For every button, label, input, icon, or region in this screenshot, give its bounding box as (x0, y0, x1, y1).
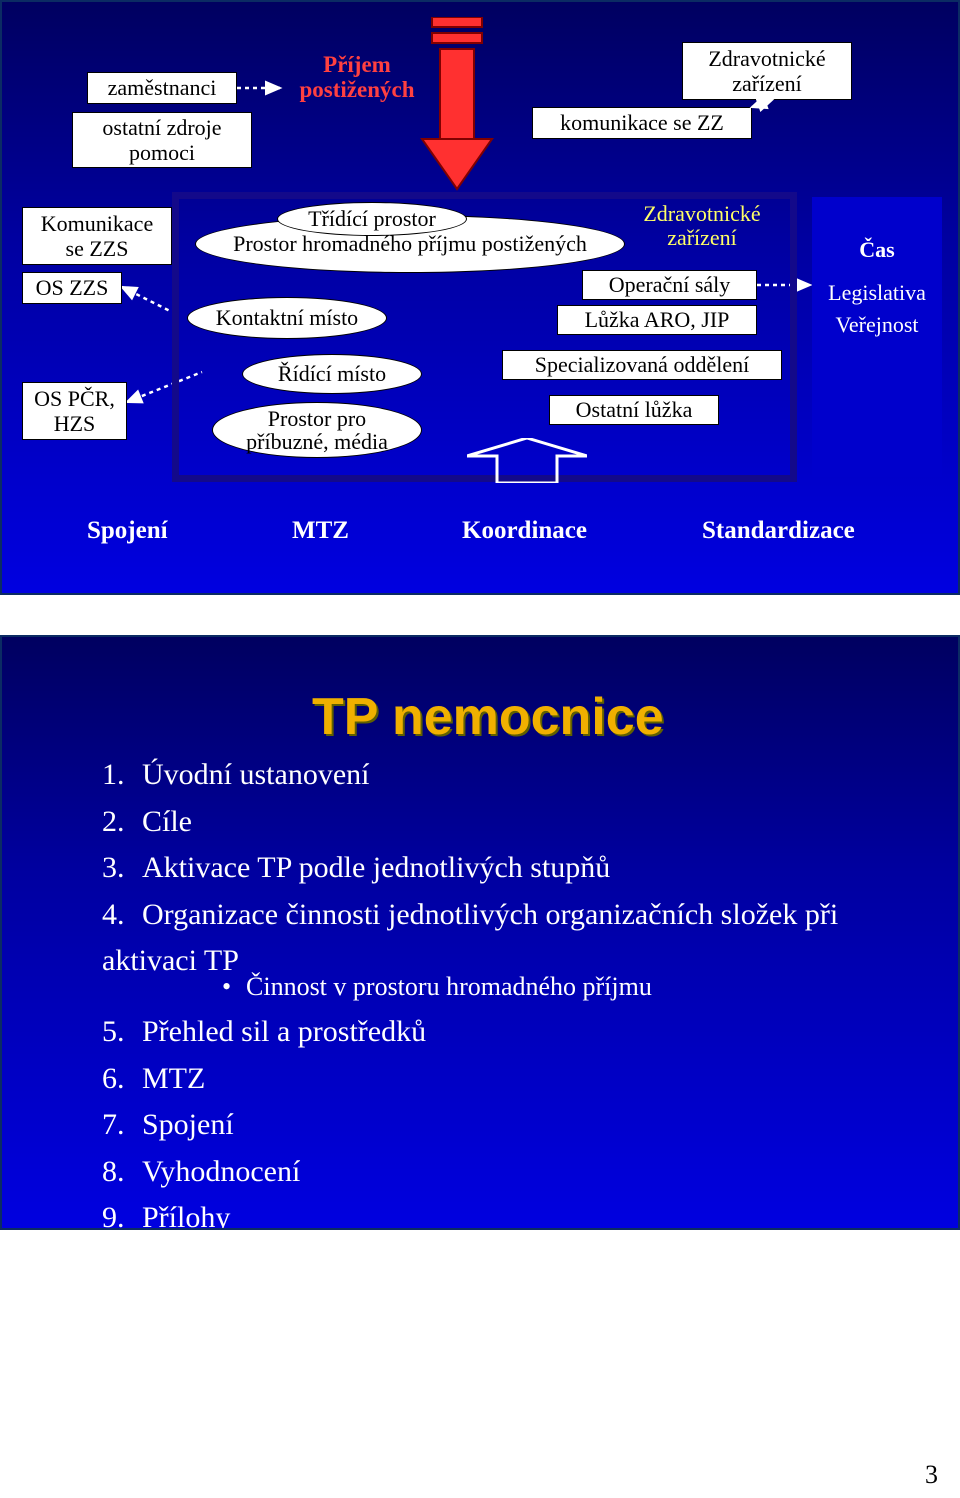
list-item: 7.Spojení (102, 1102, 902, 1149)
arrow-up-icon (467, 438, 587, 483)
ellipse-prostor-pribuzne: Prostor pro příbuzné, média (212, 402, 422, 458)
list-item: 9.Přílohy (102, 1195, 902, 1230)
sub-item-text: Činnost v prostoru hromadného příjmu (246, 972, 652, 1001)
box-os-pcr-hzs: OS PČR, HZS (22, 382, 127, 440)
list-item-text: Cíle (142, 805, 192, 838)
sub-item: •Činnost v prostoru hromadného příjmu (222, 972, 652, 1002)
list-item: 6.MTZ (102, 1056, 902, 1103)
arrow-down-icon (412, 17, 502, 192)
list-item: 2.Cíle (102, 799, 902, 846)
list-item: 8.Vyhodnocení (102, 1149, 902, 1196)
label-prijem-postizenych: Příjem postižených (282, 52, 432, 103)
label-standardizace: Standardizace (702, 517, 855, 545)
box-luzka-aro: Lůžka ARO, JIP (557, 305, 757, 335)
label-verejnost: Veřejnost (812, 312, 942, 338)
list-item-text: Přehled sil a prostředků (142, 1015, 426, 1048)
list-item-text: Vyhodnocení (142, 1155, 300, 1188)
label-legislativa: Legislativa (812, 280, 942, 306)
label-mtz: MTZ (292, 517, 349, 545)
ellipse-ridici-misto: Řídící místo (242, 354, 422, 394)
label-spojeni: Spojení (87, 517, 168, 545)
list-items: 1.Úvodní ustanovení 2.Cíle 3.Aktivace TP… (102, 752, 902, 985)
label-zdrav-zarizeni-mid: Zdravotnické zařízení (617, 202, 787, 250)
list-item: 3.Aktivace TP podle jednotlivých stupňů (102, 845, 902, 892)
box-os-zzs: OS ZZS (22, 272, 122, 304)
list-item: 4.Organizace činnosti jednotlivých organ… (102, 892, 902, 985)
list-item-text: Organizace činnosti jednotlivých organiz… (102, 898, 838, 978)
box-spec-oddeleni: Specializovaná oddělení (502, 350, 782, 380)
slide-diagram: zaměstnanci ostatní zdroje pomoci Příjem… (0, 0, 960, 595)
list-item: 5.Přehled sil a prostředků (102, 1009, 902, 1056)
list-item-text: Přílohy (142, 1201, 230, 1230)
slide-tp-nemocnice: TP nemocnice 1.Úvodní ustanovení 2.Cíle … (0, 635, 960, 1230)
box-zamestnanci: zaměstnanci (87, 72, 237, 104)
ellipse-kontaktni-misto: Kontaktní místo (187, 297, 387, 339)
box-operacni-saly: Operační sály (582, 270, 757, 300)
box-ostatni-zdroje: ostatní zdroje pomoci (72, 112, 252, 168)
page-number: 3 (925, 1460, 938, 1490)
ellipse-tridici-prostor: Třídící prostor (277, 202, 467, 236)
box-ostatni-luzka: Ostatní lůžka (549, 395, 719, 425)
list-item: 1.Úvodní ustanovení (102, 752, 902, 799)
box-zdrav-zarizeni-top: Zdravotnické zařízení (682, 42, 852, 100)
list-items-cont: 5.Přehled sil a prostředků 6.MTZ 7.Spoje… (102, 1009, 902, 1230)
box-komunikace-se-zz: komunikace se ZZ (532, 107, 752, 139)
list-item-text: Úvodní ustanovení (142, 758, 369, 791)
label-cas: Čas (812, 237, 942, 263)
title-tp-nemocnice: TP nemocnice (312, 687, 664, 747)
list-item-text: Spojení (142, 1108, 234, 1141)
box-komunikace-se-zzs: Komunikace se ZZS (22, 207, 172, 265)
list-item-text: Aktivace TP podle jednotlivých stupňů (142, 851, 610, 884)
list-item-text: MTZ (142, 1062, 205, 1095)
label-koordinace: Koordinace (462, 517, 587, 545)
